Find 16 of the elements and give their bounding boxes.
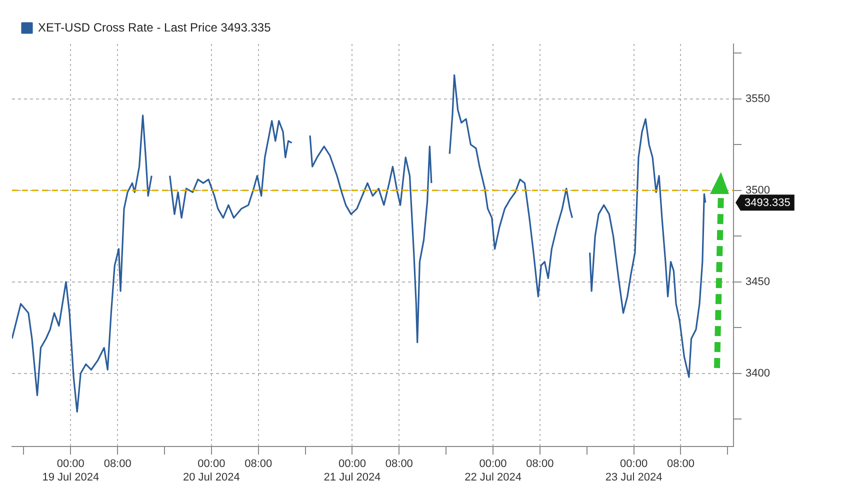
text: 3493.335 bbox=[744, 197, 790, 210]
y-tick-label: 3500 bbox=[746, 184, 770, 196]
x-tick-label: 00:00 22 Jul 2024 bbox=[464, 458, 522, 484]
x-tick-label: 08:00 bbox=[526, 458, 554, 470]
x-tick-label: 08:00 bbox=[104, 458, 132, 470]
x-tick-label: 00:00 20 Jul 2024 bbox=[183, 458, 240, 484]
x-tick-label: 08:00 bbox=[666, 458, 694, 470]
x-tick-label: 00:00 19 Jul 2024 bbox=[42, 458, 100, 484]
x-tick-label: 08:00 bbox=[385, 458, 413, 470]
y-tick-label: 3400 bbox=[746, 367, 770, 380]
legend-label: XET-USD Cross Rate - Last Price 3493.335 bbox=[38, 20, 272, 34]
x-tick-label: 00:00 21 Jul 2024 bbox=[324, 458, 381, 484]
x-tick-label: 00:00 23 Jul 2024 bbox=[605, 458, 662, 484]
x-tick-label: 08:00 bbox=[244, 458, 272, 470]
y-tick-label: 3550 bbox=[746, 92, 770, 105]
y-tick-label: 3450 bbox=[746, 276, 770, 288]
